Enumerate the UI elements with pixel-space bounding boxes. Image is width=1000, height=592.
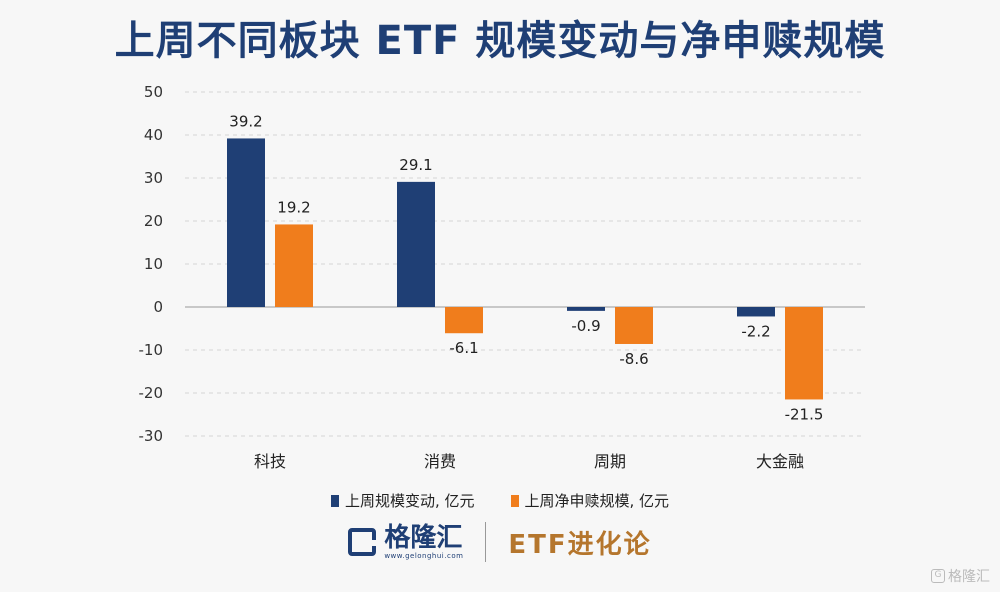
brand-name: 格隆汇 bbox=[384, 523, 463, 553]
bar-scale-change bbox=[397, 181, 435, 307]
legend-item-net-subscription: 上周净申赎规模, 亿元 bbox=[510, 490, 670, 511]
x-tick-label: 消费 bbox=[424, 452, 456, 471]
data-label: -0.9 bbox=[571, 317, 600, 335]
bar-net-subscription bbox=[615, 307, 653, 344]
y-tick-label: 30 bbox=[144, 169, 163, 187]
legend-swatch-scale-change bbox=[330, 494, 339, 507]
brand-logo-icon bbox=[348, 528, 377, 556]
bar-net-subscription bbox=[785, 307, 823, 400]
bar-chart: 50 40 30 20 10 0 -10 -20 -30 39.2 19.2 29.1 -6.1 -0.… bbox=[139, 83, 865, 471]
data-label: -6.1 bbox=[449, 339, 478, 357]
data-label: 39.2 bbox=[229, 112, 262, 130]
legend: 上周规模变动, 亿元 上周净申赎规模, 亿元 bbox=[0, 490, 1000, 511]
gridlines bbox=[185, 91, 865, 437]
data-label: -21.5 bbox=[785, 405, 824, 423]
bar-net-subscription bbox=[445, 307, 483, 334]
bars bbox=[227, 138, 823, 400]
legend-label-scale-change: 上周规模变动, 亿元 bbox=[344, 492, 475, 510]
y-tick-label: 20 bbox=[144, 212, 163, 230]
bar-net-subscription bbox=[275, 224, 313, 307]
y-tick-label: 0 bbox=[153, 298, 163, 316]
bar-scale-change bbox=[227, 138, 265, 307]
y-tick-label: 40 bbox=[144, 126, 163, 144]
y-tick-label: -20 bbox=[139, 384, 164, 402]
x-tick-label: 科技 bbox=[254, 452, 286, 471]
legend-swatch-net-subscription bbox=[510, 494, 519, 507]
brand-url: www.gelonghui.com bbox=[384, 552, 464, 560]
y-tick-label: -10 bbox=[139, 341, 164, 359]
y-axis-ticks: 50 40 30 20 10 0 -10 -20 -30 bbox=[139, 83, 164, 445]
x-axis-ticks: 科技 消费 周期 大金融 bbox=[254, 452, 804, 471]
footer: 格隆汇 www.gelonghui.com ETF进化论 bbox=[0, 522, 1000, 562]
y-tick-label: 50 bbox=[144, 83, 163, 101]
data-labels: 39.2 19.2 29.1 -6.1 -0.9 -8.6 -2.2 -21.5 bbox=[229, 112, 823, 423]
data-label: -8.6 bbox=[619, 350, 648, 368]
legend-item-scale-change: 上周规模变动, 亿元 bbox=[330, 490, 475, 511]
data-label: -2.2 bbox=[741, 322, 770, 340]
y-tick-label: 10 bbox=[144, 255, 163, 273]
column-name: ETF进化论 bbox=[508, 529, 652, 560]
chart-title: 上周不同板块 ETF 规模变动与净申赎规模 bbox=[114, 18, 886, 64]
footer-divider bbox=[485, 522, 487, 562]
x-tick-label: 周期 bbox=[594, 452, 626, 471]
brand-logo: 格隆汇 www.gelonghui.com bbox=[348, 524, 463, 560]
legend-label-net-subscription: 上周净申赎规模, 亿元 bbox=[524, 492, 670, 510]
y-tick-label: -30 bbox=[139, 427, 164, 445]
data-label: 29.1 bbox=[399, 156, 432, 174]
x-tick-label: 大金融 bbox=[756, 452, 804, 471]
watermark-logo-icon: G bbox=[931, 569, 945, 583]
watermark-text: 格隆汇 bbox=[948, 569, 990, 585]
bar-scale-change bbox=[737, 307, 775, 317]
data-label: 19.2 bbox=[277, 198, 310, 216]
bar-scale-change bbox=[567, 307, 605, 311]
watermark: G 格隆汇 bbox=[931, 566, 990, 586]
